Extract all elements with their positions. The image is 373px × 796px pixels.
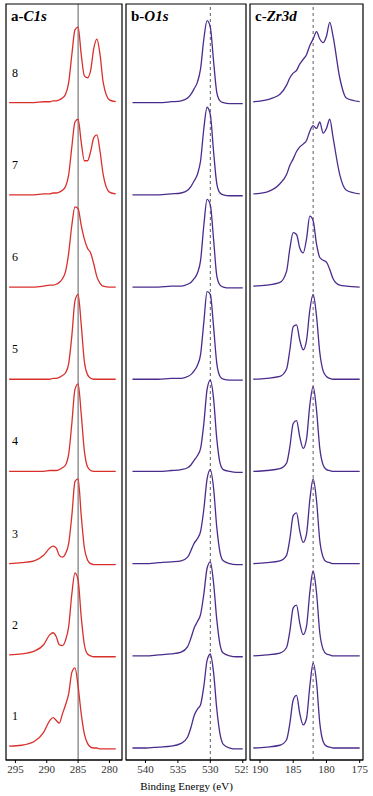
svg-text:175: 175 xyxy=(351,763,365,775)
svg-text:530: 530 xyxy=(202,763,219,775)
svg-text:180: 180 xyxy=(318,763,335,775)
svg-text:2: 2 xyxy=(12,618,18,632)
svg-text:1: 1 xyxy=(12,709,18,723)
svg-text:285: 285 xyxy=(70,763,87,775)
svg-text:5: 5 xyxy=(12,342,18,356)
svg-text:6: 6 xyxy=(12,250,18,264)
svg-text:525: 525 xyxy=(235,763,248,775)
svg-text:280: 280 xyxy=(101,763,118,775)
svg-text:190: 190 xyxy=(252,763,269,775)
svg-text:290: 290 xyxy=(39,763,56,775)
html-text:Binding Energy (eV): Binding Energy (eV) xyxy=(140,780,233,792)
html-text:a- C1s: a- C1s xyxy=(11,8,47,24)
svg-text:295: 295 xyxy=(8,763,24,775)
svg-text:185: 185 xyxy=(285,763,302,775)
svg-text:3: 3 xyxy=(12,527,18,541)
svg-text:535: 535 xyxy=(170,763,187,775)
html-text:c- Zr3d: c- Zr3d xyxy=(255,8,297,24)
html-text:b- O1s: b- O1s xyxy=(131,8,169,24)
svg-text:540: 540 xyxy=(137,763,154,775)
svg-text:7: 7 xyxy=(12,158,18,172)
svg-text:8: 8 xyxy=(12,66,18,80)
svg-text:4: 4 xyxy=(12,434,18,448)
